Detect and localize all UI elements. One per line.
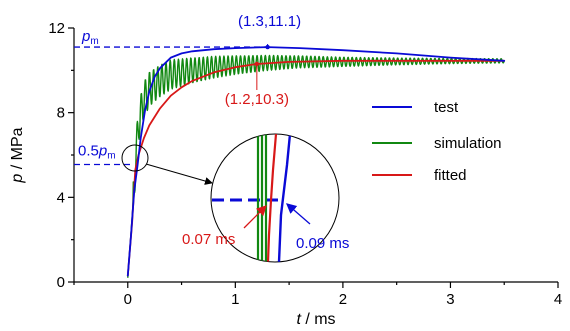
- x-tick-label: 4: [554, 291, 562, 308]
- reference-line-label: pm: [81, 28, 99, 47]
- reference-line-label: 0.5pm: [78, 143, 116, 162]
- x-tick-label: 0: [124, 291, 132, 308]
- annotation-label: (1.2,10.3): [225, 91, 289, 108]
- inset-arrow-red: [243, 205, 267, 229]
- x-tick-label: 1: [231, 291, 239, 308]
- y-tick-label: 8: [57, 105, 65, 122]
- data-series: [126, 46, 506, 278]
- legend-label-simulation: simulation: [434, 135, 502, 152]
- legend-label-fitted: fitted: [434, 167, 467, 184]
- inset-simulation-curve: [256, 134, 268, 262]
- x-axis-label: t / ms: [296, 311, 335, 328]
- inset-test-curve: [277, 134, 292, 262]
- inset-arrow-blue: [286, 203, 311, 225]
- inset-fitted-curve: [266, 134, 278, 262]
- series-test-line: [126, 46, 506, 277]
- annotation-point: [265, 44, 270, 50]
- inset-label-test: 0.09 ms: [296, 235, 349, 252]
- zoom-marker-circle: [121, 144, 149, 172]
- inset-label-fitted: 0.07 ms: [182, 231, 235, 248]
- reference-lines: pm 0.5pm: [74, 28, 269, 166]
- y-tick-label: 0: [57, 274, 65, 291]
- zoom-inset: [210, 133, 340, 263]
- x-tick-label: 2: [339, 291, 347, 308]
- zoom-connector-line: [145, 163, 213, 185]
- annotations: (1.3,11.1) (1.2,10.3): [225, 13, 301, 108]
- y-axis-label: p / MPa: [9, 127, 26, 183]
- y-tick-label: 12: [48, 20, 65, 37]
- legend: test simulation fitted: [372, 99, 502, 184]
- annotation-label: (1.3,11.1): [238, 13, 301, 30]
- x-tick-label: 3: [446, 291, 454, 308]
- legend-label-test: test: [434, 99, 459, 116]
- y-tick-label: 4: [57, 189, 65, 206]
